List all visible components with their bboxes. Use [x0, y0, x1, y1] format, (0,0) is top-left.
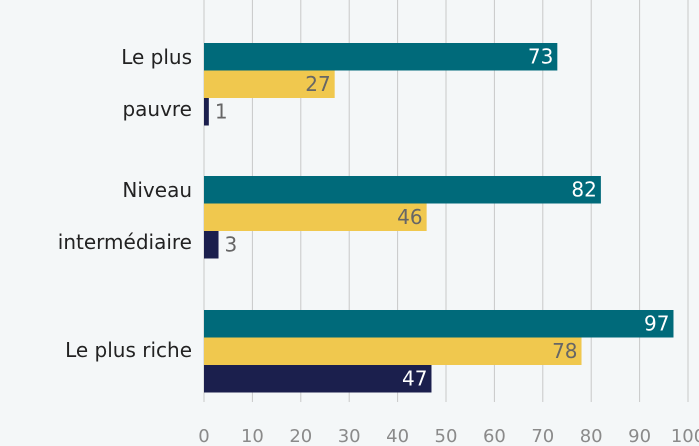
value-label: 3	[225, 232, 238, 256]
x-tick-label: 40	[386, 426, 409, 446]
value-label: 46	[397, 205, 422, 229]
value-label: 27	[305, 72, 330, 96]
x-tick-label: 30	[338, 426, 361, 446]
x-tick-label: 0	[198, 426, 209, 446]
category-label: Niveau	[122, 178, 192, 202]
bar	[204, 203, 427, 231]
x-tick-label: 90	[628, 426, 651, 446]
bar	[204, 365, 432, 393]
x-tick-label: 70	[531, 426, 554, 446]
category-label: intermédiaire	[58, 230, 192, 254]
bar	[204, 70, 335, 98]
value-label: 1	[215, 99, 228, 123]
x-tick-label: 20	[289, 426, 312, 446]
x-tick-label: 50	[435, 426, 458, 446]
bar	[204, 176, 601, 204]
bar	[204, 43, 558, 71]
value-label: 47	[402, 366, 427, 390]
x-tick-label: 10	[241, 426, 264, 446]
category-label: Le plus riche	[65, 338, 192, 362]
value-label: 97	[644, 311, 669, 335]
x-tick-label: 80	[580, 426, 603, 446]
value-label: 82	[571, 177, 596, 201]
value-label: 78	[552, 339, 577, 363]
category-label: Le plus	[121, 45, 192, 69]
value-label: 73	[528, 44, 553, 68]
bar	[204, 310, 674, 338]
category-label: pauvre	[122, 97, 192, 121]
x-tick-label: 60	[483, 426, 506, 446]
bar	[204, 337, 582, 365]
bar	[204, 98, 209, 126]
bar	[204, 231, 219, 259]
x-tick-label: 100	[671, 426, 699, 446]
